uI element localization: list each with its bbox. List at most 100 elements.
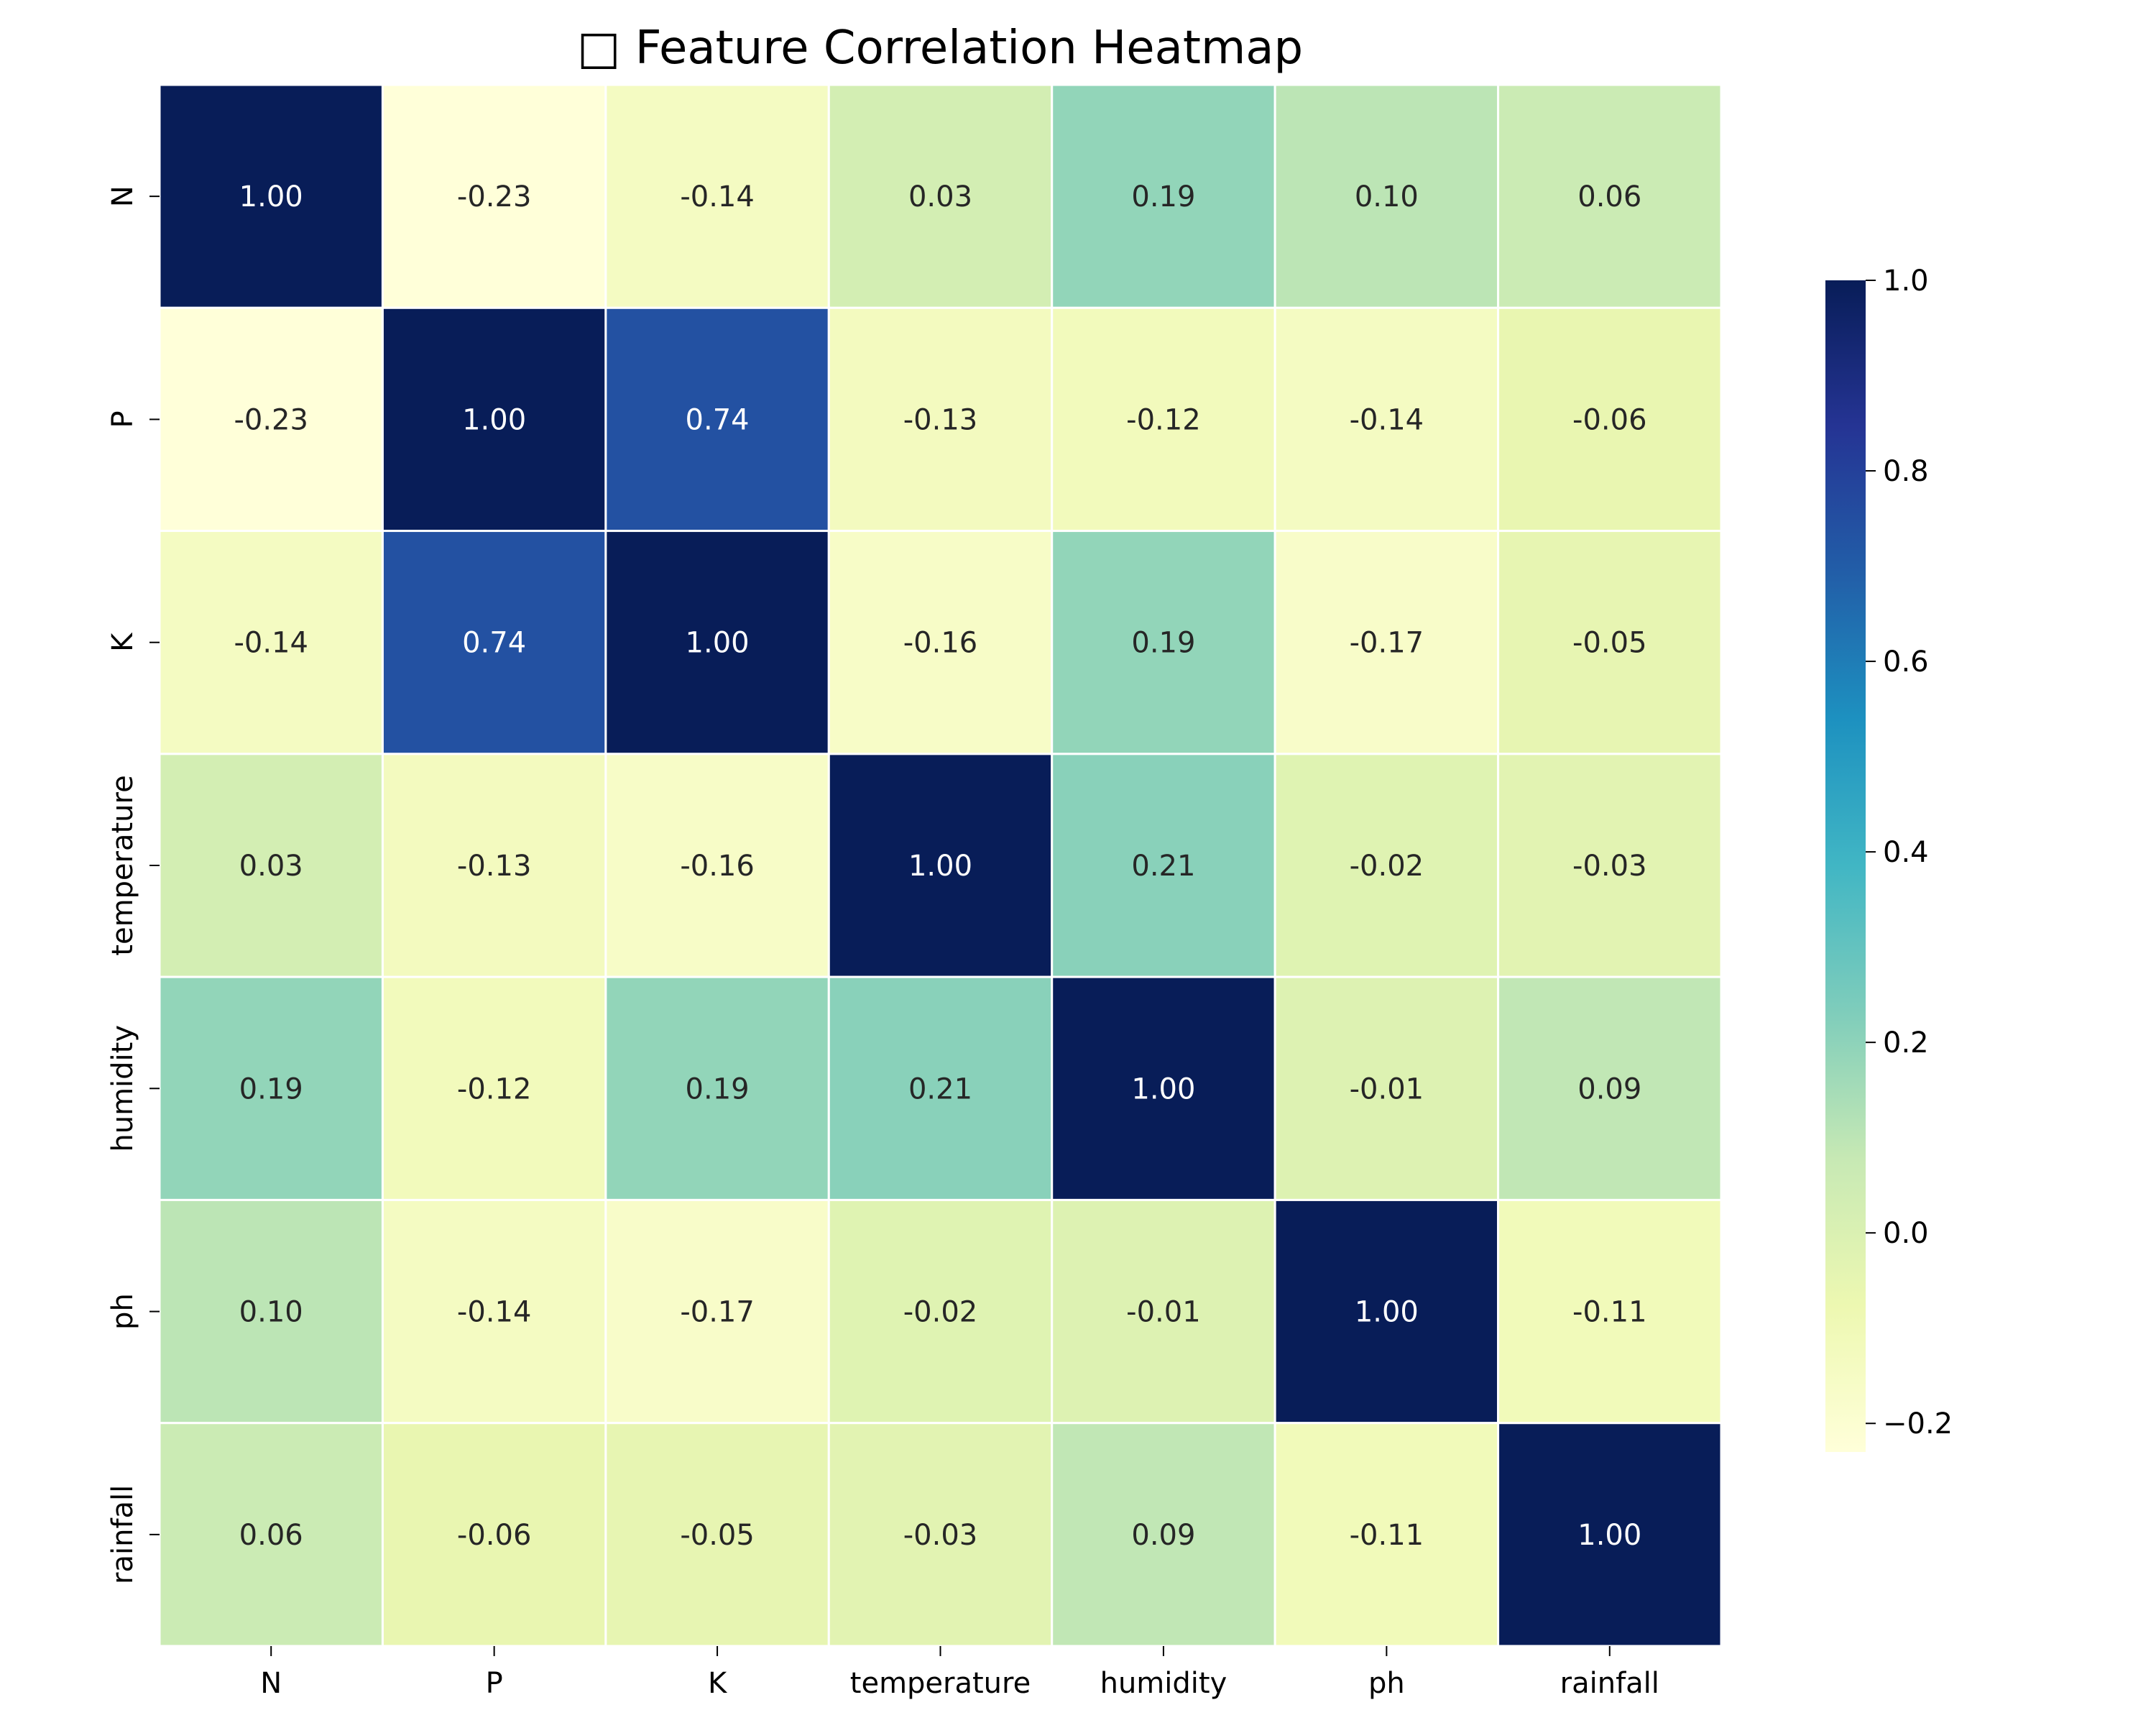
colorbar: 1.0 0.8 0.6 0.4 0.2 0.0 −0.2	[1825, 265, 1953, 1452]
chart-title: □ Feature Correlation Heatmap	[577, 22, 1303, 75]
y-tick-label: K	[106, 632, 139, 652]
y-tick-label: humidity	[106, 1025, 139, 1152]
heatmap-cell-rainfall-N	[158, 1422, 384, 1647]
cell-annotation: -0.03	[903, 1519, 978, 1552]
cell-annotation: -0.14	[680, 180, 755, 213]
cell-annotation: 0.19	[1131, 180, 1195, 213]
cell-annotation: 0.06	[1577, 180, 1641, 213]
x-tick-label: ph	[1368, 1667, 1405, 1700]
colorbar-gradient-bar	[1825, 280, 1866, 1452]
cell-annotation: -0.01	[1350, 1072, 1424, 1106]
heatmap-cell-K-ph	[1273, 530, 1500, 755]
cell-annotation: 1.00	[1577, 1519, 1641, 1552]
y-tick-label: temperature	[106, 775, 139, 955]
cell-annotation: 0.06	[239, 1519, 303, 1552]
heatmap-cell-P-humidity	[1051, 306, 1276, 533]
cell-annotation: -0.11	[1572, 1296, 1647, 1329]
x-tick-label: humidity	[1100, 1667, 1227, 1700]
cell-annotation: 1.00	[239, 180, 303, 213]
cell-annotation: -0.05	[680, 1519, 755, 1552]
heatmap-cell-ph-N	[158, 1198, 384, 1425]
heatmap-cell-N-ph	[1273, 83, 1500, 309]
heatmap-cell-P-ph	[1273, 306, 1500, 533]
heatmap-cell-N-temperature	[827, 83, 1054, 309]
colorbar-tick-label: −0.2	[1883, 1407, 1953, 1440]
cell-annotation: -0.16	[903, 627, 978, 660]
cell-annotation: -0.14	[1350, 403, 1424, 436]
cell-annotation: 1.00	[908, 850, 972, 883]
y-tick-label: P	[106, 410, 139, 428]
heatmap-cell-K-humidity	[1051, 530, 1276, 755]
heatmap-cell-P-N	[158, 306, 384, 533]
cell-annotation: -0.06	[457, 1519, 532, 1552]
cell-annotation: 1.00	[686, 627, 750, 660]
cell-annotation: 0.03	[239, 850, 303, 883]
cell-annotation: 0.10	[1355, 180, 1419, 213]
heatmap-cell-humidity-K	[604, 975, 830, 1201]
heatmap-cell-ph-humidity	[1051, 1198, 1276, 1425]
cell-annotation: 0.74	[686, 403, 750, 436]
cell-annotation: -0.23	[457, 180, 532, 213]
cell-annotation: -0.06	[1572, 403, 1647, 436]
cell-annotation: 0.21	[908, 1072, 972, 1106]
heatmap-cell-ph-K	[604, 1198, 830, 1425]
cell-annotations: 1.00 -0.23 -0.14 0.03 0.19 0.10 0.06 -0.23 1.00 0…	[234, 180, 1646, 1552]
y-tick-label: rainfall	[106, 1485, 139, 1584]
heatmap-cell-ph-P	[381, 1198, 607, 1425]
heatmap-cell-P-rainfall	[1497, 306, 1723, 533]
colorbar-tick-label: 0.0	[1883, 1217, 1929, 1250]
heatmap-cell-K-N	[158, 530, 384, 755]
heatmap-cell-K-rainfall	[1497, 530, 1723, 755]
cell-annotation: -0.02	[903, 1296, 978, 1329]
cell-annotation: -0.17	[680, 1296, 755, 1329]
cell-annotation: 0.74	[462, 627, 526, 660]
colorbar-tick-label: 1.0	[1883, 265, 1929, 298]
cell-annotation: 1.00	[462, 403, 526, 436]
cell-annotation: -0.17	[1350, 627, 1424, 660]
y-tick-label: ph	[106, 1293, 139, 1330]
cell-annotation: 1.00	[1355, 1296, 1419, 1329]
colorbar-tick-label: 0.4	[1883, 836, 1929, 869]
heatmap-cell-temperature-N	[158, 753, 384, 978]
cell-annotation: 0.19	[1131, 627, 1195, 660]
cell-annotation: -0.13	[457, 850, 532, 883]
heatmap-cell-humidity-N	[158, 975, 384, 1201]
heatmap-cell-N-K	[604, 83, 830, 309]
cell-annotation: -0.16	[680, 850, 755, 883]
x-tick-label: temperature	[850, 1667, 1031, 1700]
heatmap-cell-K-temperature	[827, 530, 1054, 755]
colorbar-tick-label: 0.6	[1883, 645, 1929, 679]
heatmap-cell-K-P	[381, 530, 607, 755]
cell-annotation: -0.02	[1350, 850, 1424, 883]
x-tick-label: P	[486, 1667, 503, 1700]
heatmap-cell-rainfall-humidity	[1051, 1422, 1276, 1647]
cell-annotation: 0.09	[1131, 1519, 1195, 1552]
heatmap-cell-ph-temperature	[827, 1198, 1054, 1425]
heatmap-cell-humidity-rainfall	[1497, 975, 1723, 1201]
x-tick-label: rainfall	[1560, 1667, 1659, 1700]
cell-annotation: 0.09	[1577, 1072, 1641, 1106]
heatmap-cell-temperature-ph	[1273, 753, 1500, 978]
y-tick-label: N	[106, 185, 139, 207]
cell-annotation: -0.12	[1126, 403, 1201, 436]
cell-annotation: -0.23	[234, 403, 308, 436]
heatmap-cell-N-humidity	[1051, 83, 1276, 309]
colorbar-tick-label: 0.8	[1883, 455, 1929, 488]
cell-annotation: -0.11	[1350, 1519, 1424, 1552]
heatmap-cell-temperature-P	[381, 753, 607, 978]
cell-annotation: 0.19	[239, 1072, 303, 1106]
heatmap-cell-rainfall-rainfall	[1497, 1422, 1723, 1647]
heatmap-cell-rainfall-K	[604, 1422, 830, 1647]
cell-annotation: 0.21	[1131, 850, 1195, 883]
heatmap-cell-N-N	[158, 83, 384, 309]
cell-annotation: -0.01	[1126, 1296, 1201, 1329]
cell-annotation: -0.13	[903, 403, 978, 436]
cell-annotation: -0.03	[1572, 850, 1647, 883]
cell-annotation: 0.03	[908, 180, 972, 213]
x-tick-label: N	[260, 1667, 282, 1700]
cell-annotation: 0.10	[239, 1296, 303, 1329]
heatmap-cell-rainfall-temperature	[827, 1422, 1054, 1647]
